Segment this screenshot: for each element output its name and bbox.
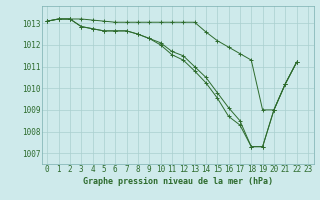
X-axis label: Graphe pression niveau de la mer (hPa): Graphe pression niveau de la mer (hPa) bbox=[83, 177, 273, 186]
